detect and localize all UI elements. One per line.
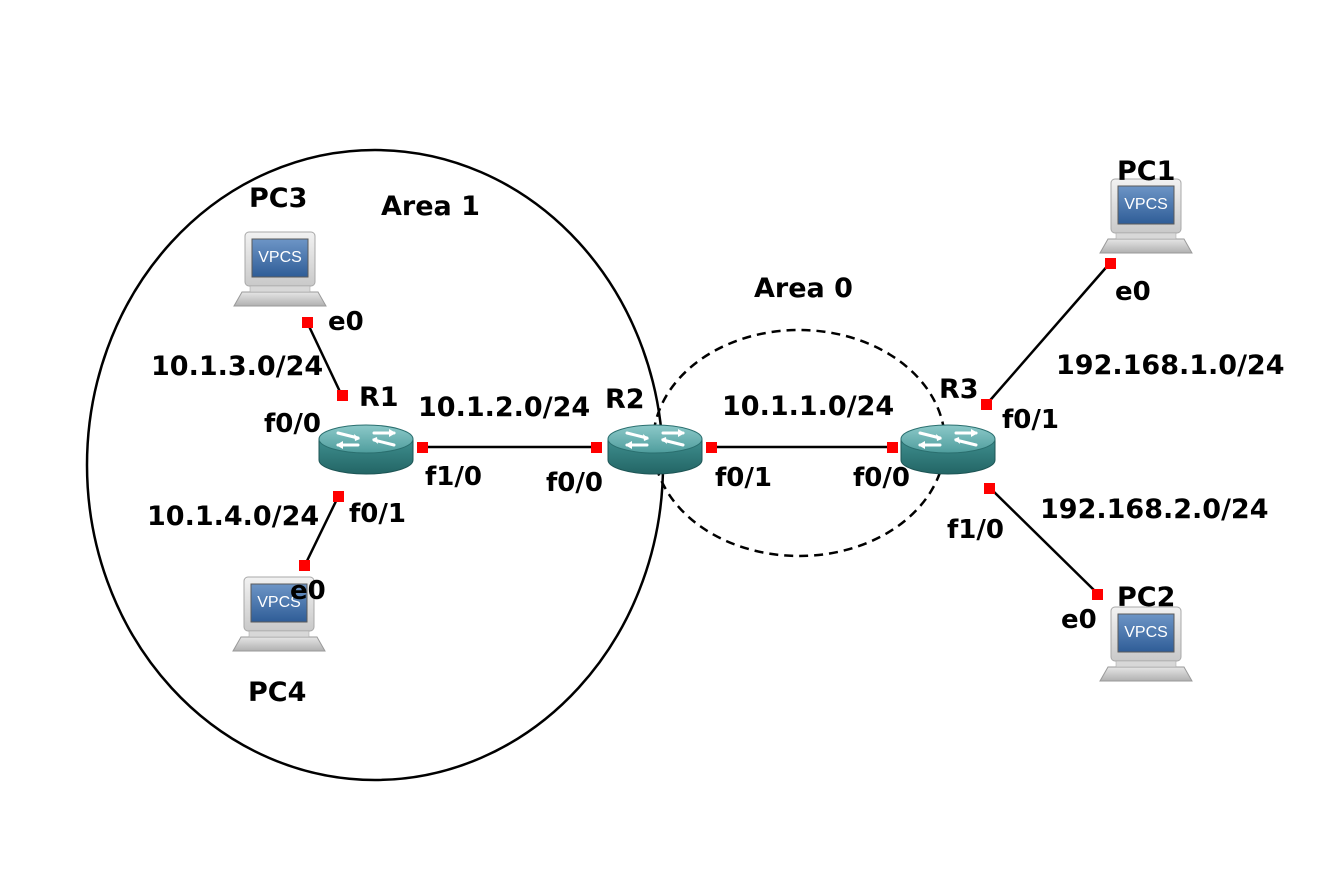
port-r2-f01	[706, 442, 717, 453]
iface-r1-f10-label: f1/0	[425, 462, 482, 492]
pc2-label: PC2	[1117, 582, 1175, 613]
iface-r2-f01-label: f0/1	[715, 463, 772, 493]
iface-r3-f01-label: f0/1	[1002, 405, 1059, 435]
pc2-vpcs-badge: VPCS	[1124, 624, 1168, 641]
r3-label: R3	[939, 374, 979, 405]
port-pc3-e0	[302, 317, 313, 328]
port-r3-f10	[984, 483, 995, 494]
iface-r3-f00-label: f0/0	[853, 463, 910, 493]
port-r2-f00	[591, 442, 602, 453]
subnet-r3-pc1-label: 192.168.1.0/24	[1056, 350, 1285, 381]
port-r1-f10	[417, 442, 428, 453]
area0-label: Area 0	[754, 273, 853, 304]
iface-pc1-e0-label: e0	[1115, 277, 1151, 307]
link-r1-pc4	[303, 496, 340, 566]
pc1-label: PC1	[1117, 156, 1175, 187]
router-r3[interactable]	[899, 423, 997, 476]
port-markers	[299, 258, 1116, 600]
pc3-label: PC3	[249, 183, 307, 214]
r2-label: R2	[605, 384, 645, 415]
subnet-r1-r2-label: 10.1.2.0/24	[418, 392, 590, 423]
iface-r1-f00-label: f0/0	[264, 409, 321, 439]
port-r1-f01	[333, 491, 344, 502]
r1-label: R1	[359, 382, 399, 413]
pc2-vpcs[interactable]: VPCS	[1099, 606, 1193, 682]
subnet-r1-pc4-label: 10.1.4.0/24	[147, 501, 319, 532]
link-pc3-r1	[305, 321, 344, 397]
iface-pc2-e0-label: e0	[1061, 605, 1097, 635]
link-r3-pc1	[985, 262, 1111, 406]
port-r3-f00	[887, 442, 898, 453]
link-r3-pc2	[989, 487, 1099, 595]
port-pc4-e0	[299, 560, 310, 571]
iface-r3-f10-label: f1/0	[947, 515, 1004, 545]
router-r2[interactable]	[606, 423, 704, 476]
pc4-vpcs[interactable]: VPCS	[232, 576, 326, 652]
subnet-r2-r3-label: 10.1.1.0/24	[722, 391, 894, 422]
pc1-vpcs[interactable]: VPCS	[1099, 178, 1193, 254]
port-pc1-e0	[1105, 258, 1116, 269]
pc1-vpcs-badge: VPCS	[1124, 196, 1168, 213]
subnet-r3-pc2-label: 192.168.2.0/24	[1040, 494, 1269, 525]
pc4-label: PC4	[248, 677, 306, 708]
port-r1-f00	[337, 390, 348, 401]
iface-pc4-e0-label: e0	[290, 576, 326, 606]
area1-label: Area 1	[381, 191, 480, 222]
subnet-r1-pc3-label: 10.1.3.0/24	[151, 351, 323, 382]
pc3-vpcs-badge: VPCS	[258, 249, 302, 266]
iface-r1-f01-label: f0/1	[349, 499, 406, 529]
iface-r2-f00-label: f0/0	[546, 468, 603, 498]
iface-pc3-e0-label: e0	[328, 307, 364, 337]
router-r1[interactable]	[317, 423, 415, 476]
port-r3-f01	[981, 399, 992, 410]
links	[303, 262, 1111, 595]
pc4-vpcs-badge: VPCS	[257, 594, 301, 611]
port-pc2-e0	[1092, 589, 1103, 600]
pc3-vpcs[interactable]: VPCS	[233, 231, 327, 307]
